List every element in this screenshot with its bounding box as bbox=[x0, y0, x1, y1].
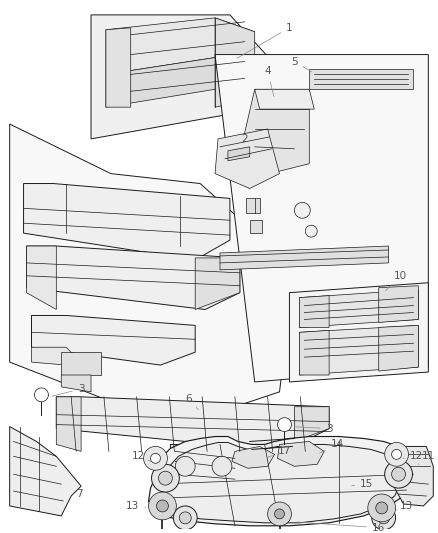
Polygon shape bbox=[24, 183, 230, 260]
Circle shape bbox=[372, 506, 396, 530]
Circle shape bbox=[173, 506, 197, 530]
Polygon shape bbox=[195, 258, 240, 310]
Polygon shape bbox=[255, 90, 314, 109]
Circle shape bbox=[148, 492, 177, 520]
Polygon shape bbox=[162, 442, 400, 523]
Polygon shape bbox=[61, 375, 91, 392]
Circle shape bbox=[378, 512, 390, 524]
Polygon shape bbox=[215, 18, 255, 107]
Polygon shape bbox=[170, 445, 240, 494]
Text: 10: 10 bbox=[385, 271, 407, 290]
Text: 1: 1 bbox=[237, 23, 293, 58]
Polygon shape bbox=[27, 246, 57, 310]
Polygon shape bbox=[309, 69, 413, 90]
Polygon shape bbox=[290, 282, 428, 382]
Polygon shape bbox=[299, 289, 418, 327]
Text: 14: 14 bbox=[320, 439, 344, 453]
Polygon shape bbox=[61, 352, 101, 375]
Polygon shape bbox=[91, 15, 279, 139]
Polygon shape bbox=[10, 124, 294, 426]
Circle shape bbox=[278, 418, 291, 432]
Circle shape bbox=[392, 449, 402, 459]
Text: 6: 6 bbox=[185, 394, 198, 410]
Circle shape bbox=[179, 512, 191, 524]
Polygon shape bbox=[106, 28, 131, 107]
Circle shape bbox=[275, 509, 284, 519]
Text: 5: 5 bbox=[291, 56, 312, 72]
Polygon shape bbox=[299, 326, 418, 375]
Circle shape bbox=[294, 203, 310, 218]
Circle shape bbox=[151, 454, 160, 463]
Polygon shape bbox=[148, 437, 413, 526]
Circle shape bbox=[159, 471, 173, 485]
Text: 7: 7 bbox=[76, 486, 82, 499]
Text: 15: 15 bbox=[352, 479, 374, 489]
Polygon shape bbox=[250, 220, 261, 233]
Text: 3: 3 bbox=[52, 384, 85, 396]
Polygon shape bbox=[32, 347, 83, 365]
Polygon shape bbox=[232, 447, 275, 469]
Polygon shape bbox=[10, 426, 81, 516]
Circle shape bbox=[175, 456, 195, 476]
Polygon shape bbox=[299, 296, 329, 327]
Polygon shape bbox=[240, 90, 309, 174]
Polygon shape bbox=[106, 58, 255, 107]
Circle shape bbox=[305, 225, 317, 237]
Text: 12: 12 bbox=[403, 451, 423, 462]
Text: 12: 12 bbox=[132, 451, 151, 462]
Polygon shape bbox=[57, 397, 329, 451]
Polygon shape bbox=[228, 147, 250, 161]
Circle shape bbox=[156, 500, 168, 512]
Text: 13: 13 bbox=[126, 501, 146, 511]
Polygon shape bbox=[57, 397, 81, 451]
Circle shape bbox=[385, 442, 409, 466]
Text: 13: 13 bbox=[396, 501, 413, 511]
Text: 3: 3 bbox=[294, 424, 332, 433]
Circle shape bbox=[268, 502, 291, 526]
Polygon shape bbox=[215, 54, 428, 382]
Polygon shape bbox=[379, 286, 418, 322]
Circle shape bbox=[376, 502, 388, 514]
Circle shape bbox=[385, 461, 413, 488]
Circle shape bbox=[152, 464, 179, 492]
Circle shape bbox=[368, 494, 396, 522]
Text: 16: 16 bbox=[297, 522, 385, 533]
Polygon shape bbox=[106, 18, 255, 75]
Circle shape bbox=[35, 388, 48, 402]
Polygon shape bbox=[394, 447, 433, 506]
Polygon shape bbox=[379, 326, 418, 371]
Polygon shape bbox=[220, 246, 389, 270]
Text: 2: 2 bbox=[237, 134, 248, 149]
Circle shape bbox=[144, 447, 167, 470]
Circle shape bbox=[212, 456, 232, 476]
Polygon shape bbox=[294, 407, 329, 441]
Polygon shape bbox=[27, 246, 240, 310]
Text: 4: 4 bbox=[264, 67, 274, 96]
Polygon shape bbox=[215, 129, 279, 189]
Text: 17: 17 bbox=[267, 447, 291, 457]
Polygon shape bbox=[246, 198, 260, 213]
Polygon shape bbox=[299, 330, 329, 375]
Polygon shape bbox=[278, 441, 324, 466]
Polygon shape bbox=[32, 316, 195, 365]
Text: 11: 11 bbox=[418, 451, 435, 464]
Circle shape bbox=[392, 467, 406, 481]
